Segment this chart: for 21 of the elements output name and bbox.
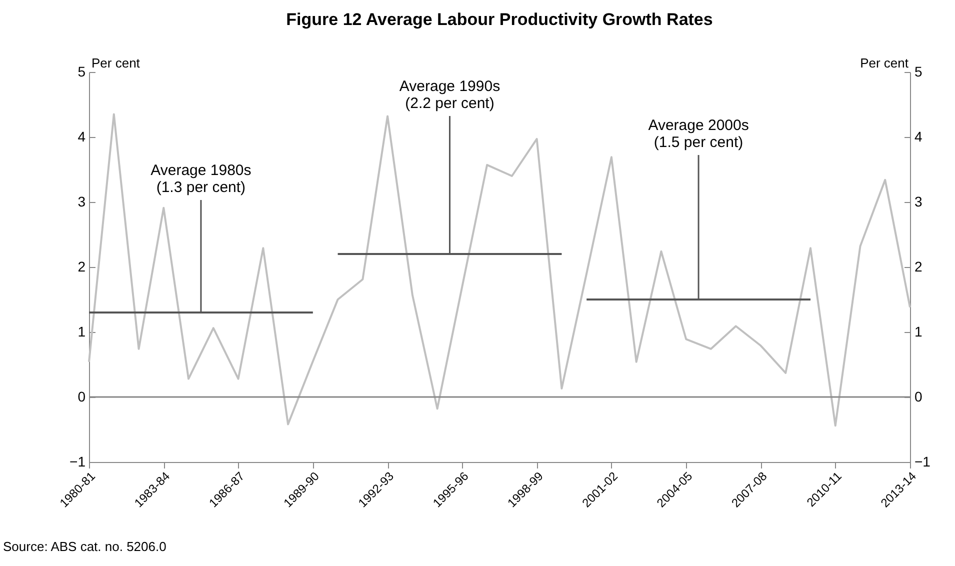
y-tick-label: 3 xyxy=(78,194,86,210)
y2-tick-label: 1 xyxy=(914,324,922,340)
y2-tick-label: 3 xyxy=(914,194,922,210)
annotation: Average 1980s (1.3 per cent) xyxy=(150,162,252,196)
y-tick-label: 0 xyxy=(78,388,86,404)
source-note: Source: ABS cat. no. 5206.0 xyxy=(3,539,166,554)
y2-tick-label: 0 xyxy=(914,388,922,404)
annotation: Average 1990s (2.2 per cent) xyxy=(399,78,500,112)
y-tick-label: 1 xyxy=(78,324,86,340)
y-tick-label: 2 xyxy=(78,258,86,274)
y2-tick-label: 4 xyxy=(914,128,922,144)
chart-title: Figure 12 Average Labour Productivity Growth Rates xyxy=(286,10,713,29)
y2-tick-label: −1 xyxy=(914,454,931,470)
y-tick-label: 5 xyxy=(78,64,86,80)
y2-axis-title: Per cent xyxy=(860,56,909,70)
y2-tick-label: 2 xyxy=(914,258,922,274)
y2-tick-label: 5 xyxy=(914,64,922,80)
y-tick-label: −1 xyxy=(70,454,86,470)
y-tick-label: 4 xyxy=(78,128,86,144)
y-axis-title: Per cent xyxy=(92,56,140,70)
annotation: Average 2000s (1.5 per cent) xyxy=(648,117,749,151)
